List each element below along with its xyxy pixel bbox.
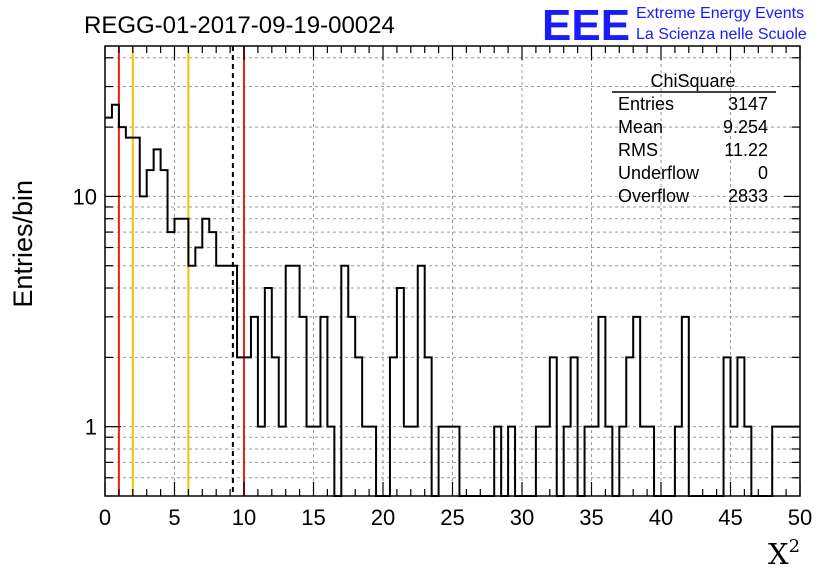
y-axis-label: Entries/bin <box>8 180 38 308</box>
stats-row-label: Underflow <box>618 163 700 183</box>
x-tick-label: 25 <box>440 505 464 530</box>
logo-mark: EEE <box>542 1 630 50</box>
x-tick-label: 5 <box>168 505 180 530</box>
logo-line-2: La Scienza nelle Scuole <box>636 26 807 43</box>
x-tick-label: 30 <box>510 505 534 530</box>
stats-rows: Entries 3147 Mean 9.254 RMS 11.22 Underflow 0 Ov… <box>618 94 768 206</box>
y-tick-label: 1 <box>85 415 97 440</box>
x-axis-label-superscript: 2 <box>789 536 800 557</box>
x-tick-label: 0 <box>99 505 111 530</box>
x-tick-label: 40 <box>649 505 673 530</box>
y-tick-label: 10 <box>73 184 97 209</box>
x-axis-label-main: X <box>768 537 789 571</box>
x-tick-label: 20 <box>371 505 395 530</box>
chart-title: REGG-01-2017-09-19-00024 <box>84 12 395 39</box>
stats-row-value: 9.254 <box>723 117 768 137</box>
grid <box>105 46 800 496</box>
stats-row-label: Overflow <box>618 186 690 206</box>
x-tick-label: 15 <box>301 505 325 530</box>
x-tick-label: 45 <box>718 505 742 530</box>
logo-line-1: Extreme Energy Events <box>636 5 804 22</box>
stats-row-value: 11.22 <box>724 140 768 160</box>
stats-row-value: 2833 <box>728 186 768 206</box>
y-tick-labels: 1 10 <box>73 184 97 439</box>
x-tick-label: 50 <box>788 505 812 530</box>
axis-ticks <box>104 46 801 496</box>
stats-box: ChiSquare Entries 3147 Mean 9.254 RMS 11.22 Un… <box>612 71 776 206</box>
stats-row-label: Mean <box>618 117 663 137</box>
x-axis-label: X2 <box>768 536 800 571</box>
stats-title: ChiSquare <box>650 71 735 91</box>
reference-lines <box>117 46 245 496</box>
x-tick-label: 10 <box>232 505 256 530</box>
stats-row-label: RMS <box>618 140 658 160</box>
stats-row-value: 3147 <box>728 94 768 114</box>
x-tick-labels: 0 5 10 15 20 25 30 35 40 45 50 <box>99 505 812 530</box>
stats-row-label: Entries <box>618 94 674 114</box>
eee-logo: EEE Extreme Energy Events La Scienza nel… <box>542 1 807 50</box>
stats-row-value: 0 <box>758 163 768 183</box>
x-tick-label: 35 <box>579 505 603 530</box>
